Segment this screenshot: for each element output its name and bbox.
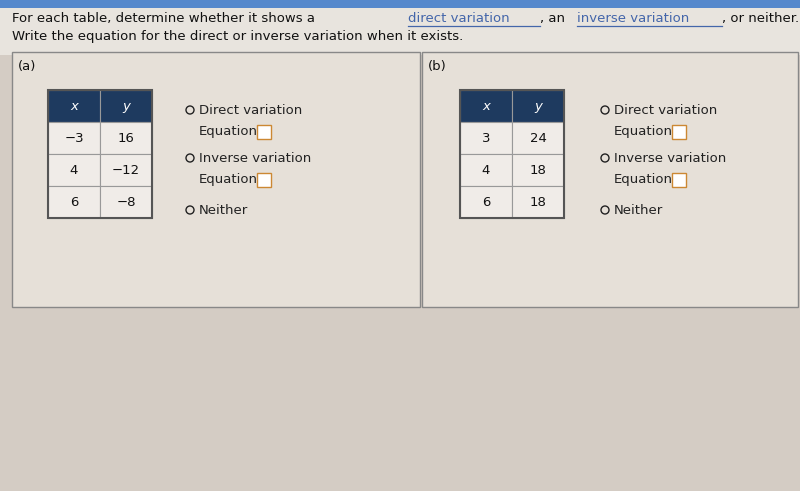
Text: 18: 18 xyxy=(530,195,546,209)
Bar xyxy=(48,90,100,122)
Text: Equation:: Equation: xyxy=(199,173,262,187)
Bar xyxy=(460,90,564,218)
Text: direct variation: direct variation xyxy=(409,12,510,25)
Text: Neither: Neither xyxy=(199,203,248,217)
Text: Equation:: Equation: xyxy=(614,173,678,187)
Text: (a): (a) xyxy=(18,60,36,73)
Bar xyxy=(100,186,152,218)
Bar xyxy=(422,52,798,307)
Bar xyxy=(100,122,152,154)
Bar xyxy=(257,125,271,139)
Text: For each table, determine whether it shows a: For each table, determine whether it sho… xyxy=(12,12,319,25)
Text: 4: 4 xyxy=(70,164,78,176)
Text: y: y xyxy=(534,100,542,112)
Text: −12: −12 xyxy=(112,164,140,176)
Text: 3: 3 xyxy=(482,132,490,144)
Bar xyxy=(100,90,152,122)
Text: Inverse variation: Inverse variation xyxy=(199,152,311,164)
Text: Equation:: Equation: xyxy=(199,126,262,138)
Text: −8: −8 xyxy=(116,195,136,209)
Text: 16: 16 xyxy=(118,132,134,144)
Bar xyxy=(100,154,152,186)
Text: inverse variation: inverse variation xyxy=(578,12,690,25)
Bar xyxy=(257,173,271,187)
Text: 6: 6 xyxy=(482,195,490,209)
Bar xyxy=(672,125,686,139)
Text: Direct variation: Direct variation xyxy=(614,104,718,116)
Text: , an: , an xyxy=(539,12,569,25)
Bar xyxy=(12,52,420,307)
Text: 4: 4 xyxy=(482,164,490,176)
Bar xyxy=(48,90,152,218)
Bar xyxy=(48,122,100,154)
Text: 24: 24 xyxy=(530,132,546,144)
Bar xyxy=(512,122,564,154)
Bar xyxy=(512,154,564,186)
Bar xyxy=(672,173,686,187)
Bar xyxy=(460,122,512,154)
Bar xyxy=(0,0,800,55)
Text: −3: −3 xyxy=(64,132,84,144)
Text: y: y xyxy=(122,100,130,112)
Text: Equation:: Equation: xyxy=(614,126,678,138)
Text: 6: 6 xyxy=(70,195,78,209)
Text: , or neither.: , or neither. xyxy=(722,12,799,25)
Text: 18: 18 xyxy=(530,164,546,176)
Text: Direct variation: Direct variation xyxy=(199,104,302,116)
Bar xyxy=(0,0,800,8)
Bar xyxy=(460,154,512,186)
Bar xyxy=(460,90,512,122)
Bar xyxy=(512,90,564,122)
Text: Neither: Neither xyxy=(614,203,663,217)
Bar xyxy=(460,186,512,218)
Text: Inverse variation: Inverse variation xyxy=(614,152,726,164)
Text: (b): (b) xyxy=(428,60,446,73)
Text: x: x xyxy=(482,100,490,112)
Text: x: x xyxy=(70,100,78,112)
Bar xyxy=(48,186,100,218)
Bar xyxy=(512,186,564,218)
Text: Write the equation for the direct or inverse variation when it exists.: Write the equation for the direct or inv… xyxy=(12,30,463,43)
Bar xyxy=(48,154,100,186)
